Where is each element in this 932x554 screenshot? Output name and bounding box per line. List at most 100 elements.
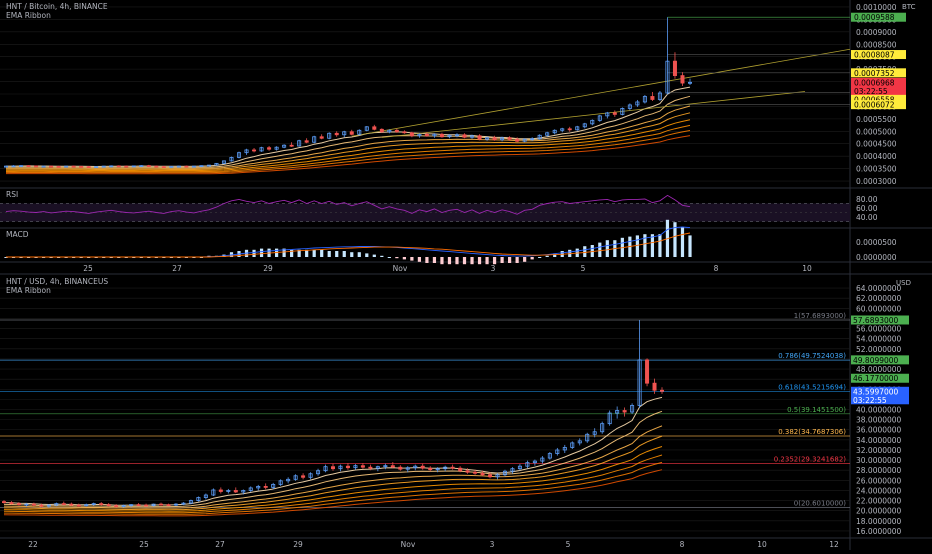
bottom-candle-body <box>622 410 627 413</box>
bottom-price-tag-label: 57.6893000 <box>853 316 899 325</box>
fib-level-label: 0.2352(29.3241682) <box>774 456 847 464</box>
macd-histogram-bar <box>320 249 324 257</box>
top-candle-body <box>79 165 84 168</box>
bottom-candle-body <box>585 433 590 442</box>
macd-histogram-bar <box>643 234 647 257</box>
top-candle-body <box>364 126 369 131</box>
top-candle-body <box>334 132 339 136</box>
macd-histogram-bar <box>109 257 113 258</box>
macd-histogram-bar <box>102 257 106 258</box>
bottom-candle-body <box>510 468 515 472</box>
bottom-price-tag <box>851 315 909 325</box>
bottom-candle-body <box>144 504 149 507</box>
bottom-candle-body <box>570 442 575 448</box>
top-candle-body <box>124 165 129 168</box>
top-candle-body <box>379 128 384 133</box>
bottom-candle-body <box>278 480 283 485</box>
bottom-candle-body <box>517 465 522 470</box>
macd-histogram-bar <box>583 246 587 257</box>
bottom-time-tick: Nov <box>401 540 416 549</box>
top-candle-body <box>432 133 437 137</box>
top-candle-body <box>530 138 535 141</box>
top-price-tag <box>851 50 906 60</box>
top-ema-ribbon-line <box>6 119 691 171</box>
top-price-tag-label: 0.0006558 <box>854 95 895 104</box>
macd-histogram-bar <box>94 257 98 258</box>
top-candle-body <box>297 140 302 147</box>
bottom-ema-ribbon-line <box>3 446 663 512</box>
bottom-candle-body <box>540 457 545 462</box>
bottom-price-tag <box>851 395 909 405</box>
bottom-candle-body <box>54 503 59 506</box>
top-candle-body <box>131 165 136 168</box>
bottom-candle-body <box>637 359 642 406</box>
bottom-candle-body <box>480 472 485 476</box>
macd-histogram-bar <box>335 251 339 257</box>
macd-histogram-bar <box>590 245 594 257</box>
top-candle-body <box>19 165 24 168</box>
top-price-tag <box>851 77 906 87</box>
top-candle-body <box>229 157 234 162</box>
bottom-time-tick: 22 <box>28 540 38 549</box>
macd-histogram-bar <box>132 257 136 258</box>
top-candle-body <box>26 165 31 168</box>
macd-histogram-bar <box>252 249 256 257</box>
top-candle-body <box>500 137 505 141</box>
bottom-time-tick: 8 <box>680 540 685 549</box>
macd-histogram-bar <box>72 257 76 258</box>
rsi-pane[interactable] <box>0 194 850 222</box>
macd-histogram-bar <box>380 255 384 257</box>
macd-histogram-bar <box>342 251 346 257</box>
bottom-candle-body <box>360 465 365 468</box>
top-candle-body <box>184 165 189 168</box>
top-candle-body <box>424 133 429 137</box>
bottom-time-tick: 25 <box>139 540 149 549</box>
bottom-price-tick: 36.0000000 <box>856 426 902 435</box>
bottom-price-tag-label: 03:22:55 <box>853 396 887 405</box>
top-price-pane[interactable] <box>0 6 851 182</box>
top-price-tag <box>851 86 906 96</box>
macd-histogram-bar <box>635 235 639 257</box>
bottom-candle-body <box>46 504 51 507</box>
macd-histogram-bar <box>372 254 376 257</box>
bottom-candle-body <box>435 468 440 471</box>
top-candle-body <box>590 119 595 125</box>
macd-histogram-bar <box>350 252 354 257</box>
top-candle-body <box>575 126 580 131</box>
macd-histogram-bar <box>199 257 204 258</box>
bottom-candle-body <box>136 504 141 507</box>
bottom-candle-body <box>121 505 126 508</box>
bottom-ema-ribbon-line <box>3 454 663 514</box>
top-panel-subtitle: EMA Ribbon <box>6 11 51 20</box>
bottom-candle-body <box>353 465 358 469</box>
top-time-tick: 8 <box>714 264 719 273</box>
bottom-candle-body <box>91 503 96 506</box>
top-candle-body <box>304 140 309 143</box>
bottom-candle-body <box>301 475 306 478</box>
bottom-ema-ribbon-line <box>3 410 663 508</box>
top-candle-body <box>139 165 144 168</box>
bottom-candle-body <box>241 490 246 493</box>
top-candle-body <box>176 165 181 168</box>
bottom-price-tick: 38.0000000 <box>856 416 902 425</box>
bottom-panel-title: HNT / USD, 4h, BINANCEUS <box>6 277 108 286</box>
bottom-time-tick: 27 <box>215 540 225 549</box>
bottom-price-pane[interactable]: 1(57.6893000) 0.786(49.7524038) 0.618(43.5… <box>0 287 850 532</box>
macd-pane[interactable] <box>4 219 692 265</box>
bottom-candle-body <box>592 431 597 435</box>
top-price-tick: 0.0009000 <box>856 28 897 37</box>
bottom-candle-body <box>84 504 89 507</box>
bottom-price-tick: 56.0000000 <box>856 325 902 334</box>
bottom-candle-body <box>188 500 193 504</box>
top-candle-body <box>372 126 377 130</box>
top-price-tag <box>851 100 906 110</box>
bottom-price-tick: 18.0000000 <box>856 517 902 526</box>
bottom-ema-ribbon-line <box>4 435 663 511</box>
bottom-candle-body <box>226 490 231 492</box>
top-candle-body <box>680 75 685 84</box>
bottom-candle-body <box>99 503 104 506</box>
top-ema-ribbon-line <box>6 124 691 173</box>
top-candle-body <box>116 165 121 168</box>
bottom-price-tick: 52.0000000 <box>856 345 902 354</box>
